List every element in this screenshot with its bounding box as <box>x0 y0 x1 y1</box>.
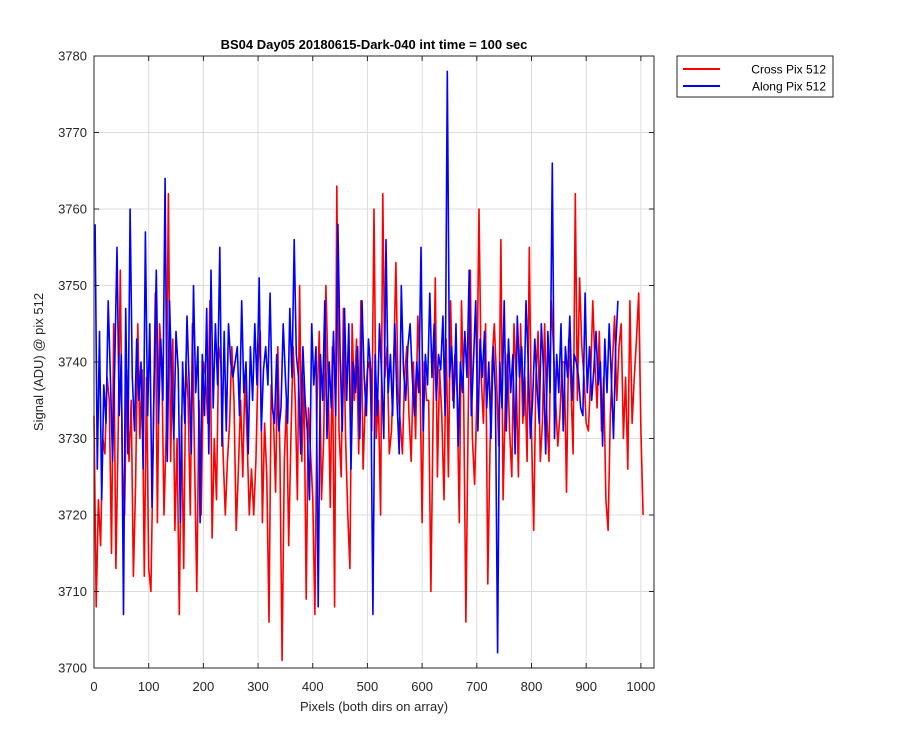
y-tick-label: 3780 <box>58 49 87 64</box>
chart-title: BS04 Day05 20180615-Dark-040 int time = … <box>221 37 528 52</box>
y-tick-label: 3750 <box>58 278 87 293</box>
x-tick-label: 700 <box>466 679 488 694</box>
ticks: 0 100 200 300 400 500 600 700 800 900 1000 3700 3710… <box>58 49 655 695</box>
x-tick-label: 200 <box>193 679 215 694</box>
y-tick-label: 3710 <box>58 584 87 599</box>
legend-box <box>676 55 834 98</box>
legend-label-cross: Cross Pix 512 <box>751 63 826 77</box>
y-tick-label: 3760 <box>58 202 87 217</box>
x-tick-label: 400 <box>302 679 324 694</box>
y-tick-label: 3740 <box>58 355 87 370</box>
x-tick-label: 500 <box>357 679 379 694</box>
y-tick-label: 3700 <box>58 661 87 676</box>
x-tick-label: 300 <box>247 679 269 694</box>
legend-label-along: Along Pix 512 <box>752 80 826 94</box>
series-line-along-pix-512 <box>94 70 619 654</box>
x-tick-label: 1000 <box>626 679 655 694</box>
x-tick-label: 800 <box>521 679 543 694</box>
y-tick-label: 3720 <box>58 508 87 523</box>
x-tick-label: 600 <box>411 679 433 694</box>
x-tick-label: 900 <box>575 679 597 694</box>
series-layer <box>93 70 644 662</box>
x-tick-label: 100 <box>138 679 160 694</box>
x-tick-label: 0 <box>90 679 97 694</box>
legend: Cross Pix 512 Along Pix 512 <box>676 55 834 98</box>
y-tick-label: 3730 <box>58 431 87 446</box>
x-axis-label: Pixels (both dirs on array) <box>300 699 448 714</box>
y-axis-label: Signal (ADU) @ pix 512 <box>31 293 46 431</box>
y-tick-label: 3770 <box>58 125 87 140</box>
